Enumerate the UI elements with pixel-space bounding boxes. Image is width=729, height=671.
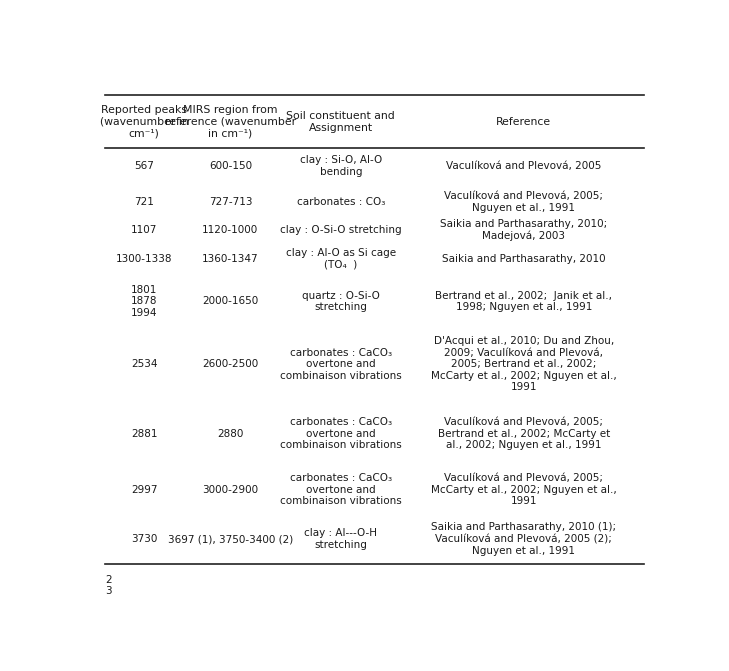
Text: quartz : O-Si-O
stretching: quartz : O-Si-O stretching: [302, 291, 380, 312]
Text: Saikia and Parthasarathy, 2010: Saikia and Parthasarathy, 2010: [442, 254, 606, 264]
Text: carbonates : CaCO₃
overtone and
combinai​son vibrations: carbonates : CaCO₃ overtone and combinai…: [280, 473, 402, 507]
Text: Saikia and Parthasarathy, 2010;
Madejová, 2003: Saikia and Parthasarathy, 2010; Madejová…: [440, 219, 607, 242]
Text: 1360-1347: 1360-1347: [202, 254, 259, 264]
Text: 2000-1650: 2000-1650: [203, 297, 259, 307]
Text: Reference: Reference: [496, 117, 551, 127]
Text: 567: 567: [134, 161, 155, 171]
Text: carbonates : CaCO₃
overtone and
combinai​son vibrations: carbonates : CaCO₃ overtone and combinai…: [280, 417, 402, 450]
Text: Bertrand et al., 2002;  Janik et al.,
1998; Nguyen et al., 1991: Bertrand et al., 2002; Janik et al., 199…: [435, 291, 612, 312]
Text: Vaculíková and Plevová, 2005: Vaculíková and Plevová, 2005: [446, 161, 601, 171]
Text: 3: 3: [105, 586, 112, 597]
Text: 2: 2: [105, 575, 112, 585]
Text: 727-713: 727-713: [208, 197, 252, 207]
Text: Saikia and Parthasarathy, 2010 (1);
Vaculíková and Plevová, 2005 (2);
Nguyen et : Saikia and Parthasarathy, 2010 (1); Vacu…: [432, 523, 617, 556]
Text: Reported peaks
(wavenumber in
cm⁻¹): Reported peaks (wavenumber in cm⁻¹): [100, 105, 189, 138]
Text: 600-150: 600-150: [209, 161, 252, 171]
Text: 2534: 2534: [131, 359, 157, 369]
Text: 3730: 3730: [131, 534, 157, 544]
Text: 721: 721: [134, 197, 155, 207]
Text: 1300-1338: 1300-1338: [116, 254, 173, 264]
Text: 3000-2900: 3000-2900: [203, 485, 259, 495]
Text: 3697 (1), 3750-3400 (2): 3697 (1), 3750-3400 (2): [168, 534, 293, 544]
Text: carbonates : CO₃: carbonates : CO₃: [297, 197, 385, 207]
Text: 2997: 2997: [131, 485, 157, 495]
Text: D'Acqui et al., 2010; Du and Zhou,
2009; Vaculíková and Plevová,
2005; Bertrand : D'Acqui et al., 2010; Du and Zhou, 2009;…: [431, 336, 617, 393]
Text: Soil constituent and
Assignment: Soil constituent and Assignment: [286, 111, 395, 133]
Text: Vaculíková and Plevová, 2005;
Bertrand et al., 2002; McCarty et
al., 2002; Nguye: Vaculíková and Plevová, 2005; Bertrand e…: [437, 417, 610, 450]
Text: 2881: 2881: [131, 429, 157, 439]
Text: Vaculíková and Plevová, 2005;
Nguyen et al., 1991: Vaculíková and Plevová, 2005; Nguyen et …: [445, 191, 604, 213]
Text: 1107: 1107: [131, 225, 157, 236]
Text: Vaculíková and Plevová, 2005;
McCarty et al., 2002; Nguyen et al.,
1991: Vaculíková and Plevová, 2005; McCarty et…: [431, 473, 617, 507]
Text: clay : O-Si-O stretching: clay : O-Si-O stretching: [280, 225, 402, 236]
Text: 1801
1878
1994: 1801 1878 1994: [131, 285, 157, 318]
Text: carbonates : CaCO₃
overtone and
combinai​son vibrations: carbonates : CaCO₃ overtone and combinai…: [280, 348, 402, 381]
Text: MIRS region from
reference (wavenumber
in cm⁻¹): MIRS region from reference (wavenumber i…: [165, 105, 296, 138]
Text: clay : Al---O-H
stretching: clay : Al---O-H stretching: [304, 528, 378, 550]
Text: 2880: 2880: [217, 429, 243, 439]
Text: 2600-2500: 2600-2500: [203, 359, 259, 369]
Text: clay : Si-O, Al-O
bending: clay : Si-O, Al-O bending: [300, 156, 382, 177]
Text: clay : Al-O as Si cage
(TO₄  ): clay : Al-O as Si cage (TO₄ ): [286, 248, 396, 270]
Text: 1120-1000: 1120-1000: [203, 225, 259, 236]
